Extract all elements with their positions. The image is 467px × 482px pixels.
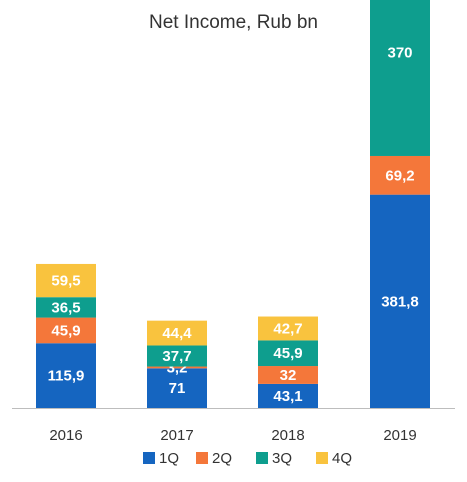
data-label-2019-2q: 69,2 bbox=[385, 167, 414, 184]
x-tick-label-2018: 2018 bbox=[271, 427, 304, 444]
legend-label-3q[interactable]: 3Q bbox=[272, 450, 292, 467]
bar-segment-2019-3q[interactable] bbox=[370, 0, 430, 156]
data-label-2018-2q: 32 bbox=[280, 367, 297, 384]
data-label-2017-4q: 44,4 bbox=[162, 325, 192, 342]
bar-segment-2017-4q[interactable] bbox=[147, 320, 207, 346]
bar-segment-2018-3q[interactable] bbox=[258, 340, 318, 367]
legend-swatch-2q[interactable] bbox=[196, 452, 208, 464]
bar-segment-2016-2q[interactable] bbox=[36, 317, 96, 344]
legend-swatch-4q[interactable] bbox=[316, 452, 328, 464]
data-label-2016-4q: 59,5 bbox=[51, 273, 80, 290]
bar-segment-2018-2q[interactable] bbox=[258, 366, 318, 384]
x-tick-label-2017: 2017 bbox=[160, 427, 193, 444]
legend-label-4q[interactable]: 4Q bbox=[332, 450, 352, 467]
bar-segment-2017-3q[interactable] bbox=[147, 345, 207, 367]
data-label-2019-3q: 370 bbox=[387, 45, 412, 62]
bar-segment-2016-1q[interactable] bbox=[36, 343, 96, 408]
bar-segment-2019-2q[interactable] bbox=[370, 155, 430, 195]
x-tick-label-2019: 2019 bbox=[383, 427, 416, 444]
legend-label-1q[interactable]: 1Q bbox=[159, 450, 179, 467]
bar-segment-2018-4q[interactable] bbox=[258, 316, 318, 341]
data-label-2016-1q: 115,9 bbox=[48, 368, 85, 385]
legend-swatch-1q[interactable] bbox=[143, 452, 155, 464]
data-label-2018-3q: 45,9 bbox=[273, 345, 302, 362]
data-label-2018-1q: 43,1 bbox=[273, 388, 302, 405]
data-label-2017-1q: 71 bbox=[169, 380, 186, 397]
legend-label-2q[interactable]: 2Q bbox=[212, 450, 232, 467]
data-label-2016-3q: 36,5 bbox=[51, 299, 80, 316]
legend-swatch-3q[interactable] bbox=[256, 452, 268, 464]
x-tick-label-2016: 2016 bbox=[49, 427, 82, 444]
bar-segment-2018-1q[interactable] bbox=[258, 383, 318, 408]
bar-segment-2019-1q[interactable] bbox=[370, 194, 430, 408]
bar-segment-2016-3q[interactable] bbox=[36, 297, 96, 318]
data-label-2016-2q: 45,9 bbox=[51, 322, 80, 339]
data-label-2017-3q: 37,7 bbox=[162, 348, 191, 365]
data-label-2018-4q: 42,7 bbox=[273, 320, 302, 337]
data-label-2019-1q: 381,8 bbox=[381, 293, 419, 310]
bar-segment-2017-1q[interactable] bbox=[147, 368, 207, 408]
bar-segment-2017-2q[interactable] bbox=[147, 366, 207, 369]
bar-segment-2016-4q[interactable] bbox=[36, 263, 96, 298]
chart-title: Net Income, Rub bn bbox=[149, 12, 318, 33]
